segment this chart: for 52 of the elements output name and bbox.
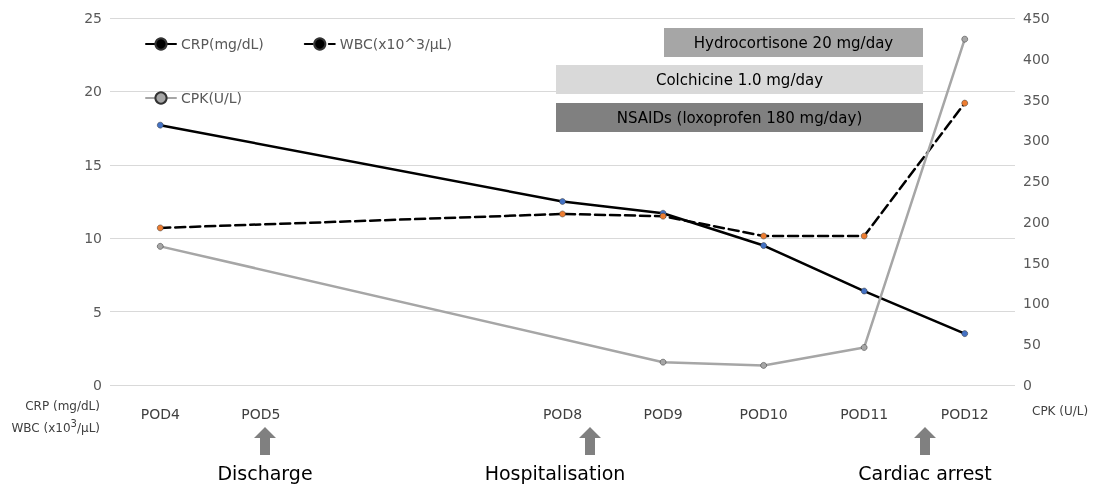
annotation: Colchicine 1.0 mg/day bbox=[655, 70, 824, 89]
text: Cardiac arrest bbox=[857, 462, 993, 484]
point bbox=[157, 243, 164, 250]
note-box: Hydrocortisone 20 mg/day bbox=[664, 28, 923, 57]
annotation: NSAIDs (loxoprofen 180 mg/day) bbox=[616, 108, 863, 127]
point bbox=[961, 35, 968, 43]
point bbox=[961, 99, 968, 107]
annotation: Hydrocortisone 20 mg/day bbox=[693, 33, 894, 52]
point bbox=[559, 198, 566, 205]
point bbox=[961, 330, 968, 337]
y2-tick-label: 0 bbox=[1023, 377, 1032, 393]
point bbox=[860, 287, 868, 295]
point bbox=[760, 232, 767, 240]
point bbox=[659, 358, 667, 366]
legend-label: CRP(mg/dL) bbox=[181, 36, 264, 52]
y-tick-label: 20 bbox=[84, 83, 102, 100]
text: Hospitalisation bbox=[483, 462, 627, 484]
x-tick-label: POD8 bbox=[542, 406, 583, 422]
y2-tick-label: 100 bbox=[1023, 295, 1050, 312]
x-tick-label: POD5 bbox=[241, 406, 281, 422]
y-tick-label: 25 bbox=[84, 10, 102, 26]
y2-tick-label: 50 bbox=[1023, 336, 1041, 353]
note-box: NSAIDs (loxoprofen 180 mg/day) bbox=[556, 103, 923, 132]
x-tick-label: POD10 bbox=[739, 406, 788, 422]
x-tick-label: POD4 bbox=[140, 406, 180, 422]
point bbox=[760, 242, 767, 249]
y2-tick-label: 150 bbox=[1023, 254, 1050, 271]
legend-label: WBC(x10^3/μL) bbox=[339, 36, 452, 52]
y-axis-title: CRP (mg/dL) WBC (x10$^{3}$/μL) bbox=[11, 398, 100, 437]
y2-tick-label: 200 bbox=[1023, 213, 1050, 230]
x-tick-label: POD9 bbox=[643, 406, 683, 422]
y-tick-label: 10 bbox=[84, 230, 102, 247]
point bbox=[559, 210, 566, 218]
y2-tick-label: 250 bbox=[1023, 173, 1050, 190]
x-tick-label: POD12 bbox=[940, 406, 989, 422]
text: Discharge bbox=[216, 462, 314, 484]
y2-tick-label: 450 bbox=[1023, 10, 1050, 26]
point bbox=[157, 121, 164, 129]
point bbox=[860, 232, 868, 240]
note-box: Colchicine 1.0 mg/day bbox=[556, 65, 923, 94]
y2-axis-title: CPK (U/L) bbox=[1032, 404, 1089, 418]
point bbox=[860, 344, 868, 351]
legend-label: CPK(U/L) bbox=[181, 90, 243, 106]
point bbox=[760, 362, 767, 369]
y2-tick-label: 400 bbox=[1023, 50, 1050, 67]
y2-tick-label: 350 bbox=[1023, 91, 1050, 108]
y2-tick-label: 300 bbox=[1023, 132, 1050, 149]
y-tick-label: 0 bbox=[93, 377, 102, 393]
y-tick-label: 15 bbox=[84, 156, 102, 173]
point bbox=[157, 224, 164, 232]
y-tick-label: 5 bbox=[93, 303, 102, 320]
x-tick-label: POD11 bbox=[840, 406, 889, 422]
